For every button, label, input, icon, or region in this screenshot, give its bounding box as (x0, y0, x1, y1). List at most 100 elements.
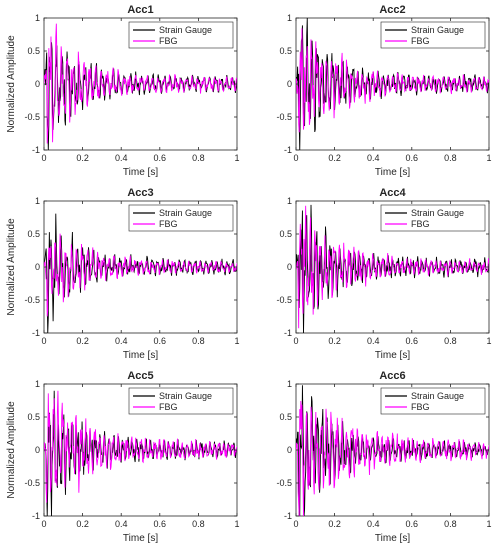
series-line-fbg (44, 233, 237, 317)
y-tick-label: -0.5 (276, 295, 292, 305)
x-tick-label: 0.4 (367, 336, 380, 346)
y-tick-label: 0.5 (27, 46, 40, 56)
x-tick-label: 1 (486, 153, 491, 163)
y-tick-label: 0.5 (27, 412, 40, 422)
x-tick-label: 0.6 (154, 336, 167, 346)
subplot-acc5: 0 0.2 0.4 0.6 0.8 1 -1 -0.5 0 0.5 1 Acc5 Time [s] Nor… (6, 370, 240, 544)
y-tick-label: 1 (35, 379, 40, 389)
x-tick-label: 0.6 (406, 336, 419, 346)
subplot-acc3: 0 0.2 0.4 0.6 0.8 1 -1 -0.5 0 0.5 1 Acc3 Time [s] Nor… (6, 187, 240, 361)
y-tick-label: -0.5 (24, 478, 40, 488)
subplot-title: Acc1 (127, 4, 153, 16)
series-line-fbg (44, 390, 237, 503)
x-tick-label: 0 (41, 153, 46, 163)
series-line-fbg (296, 28, 489, 133)
series-line-fbg (44, 23, 237, 144)
subplot-title: Acc6 (379, 370, 405, 382)
x-tick-label: 0.6 (154, 153, 167, 163)
series-line-strain-gauge (296, 385, 489, 516)
legend-label: Strain Gauge (159, 25, 212, 35)
legend-label: FBG (411, 219, 430, 229)
y-tick-label: -1 (32, 511, 40, 521)
x-tick-label: 0.2 (76, 519, 89, 529)
legend-label: Strain Gauge (159, 391, 212, 401)
x-axis-label: Time [s] (123, 167, 158, 178)
y-tick-label: 0 (287, 445, 292, 455)
x-tick-label: 0.6 (154, 519, 167, 529)
subplot-title: Acc4 (379, 187, 406, 199)
legend-label: FBG (159, 36, 178, 46)
x-tick-label: 0 (41, 336, 46, 346)
y-tick-label: -1 (32, 328, 40, 338)
legend-box (380, 204, 486, 232)
legend-label: FBG (411, 402, 430, 412)
x-tick-label: 1 (486, 336, 491, 346)
y-tick-label: -0.5 (24, 295, 40, 305)
x-tick-label: 0.4 (115, 336, 128, 346)
x-tick-label: 0 (293, 153, 298, 163)
y-tick-label: 1 (35, 196, 40, 206)
legend-label: FBG (159, 219, 178, 229)
x-axis-label: Time [s] (123, 533, 158, 544)
x-tick-label: 0.2 (328, 336, 341, 346)
x-tick-label: 0.2 (328, 153, 341, 163)
x-tick-label: 0.4 (367, 153, 380, 163)
legend-box (128, 204, 234, 232)
subplot-title: Acc2 (379, 4, 405, 16)
x-tick-label: 0.8 (192, 336, 205, 346)
x-tick-label: 0.4 (367, 519, 380, 529)
y-tick-label: 1 (287, 196, 292, 206)
x-tick-label: 0.8 (444, 336, 457, 346)
subplot-title: Acc3 (127, 187, 153, 199)
x-tick-label: 0.4 (115, 519, 128, 529)
subplot-title: Acc5 (127, 370, 153, 382)
x-tick-label: 0.4 (115, 153, 128, 163)
x-tick-label: 0 (41, 519, 46, 529)
x-axis-label: Time [s] (123, 350, 158, 361)
x-tick-label: 0.8 (444, 519, 457, 529)
x-tick-label: 0.2 (328, 519, 341, 529)
subplot-acc4: 0 0.2 0.4 0.6 0.8 1 -1 -0.5 0 0.5 1 Acc4 Time [s] Str… (276, 187, 491, 361)
y-tick-label: -0.5 (24, 112, 40, 122)
series-line-fbg (296, 205, 489, 329)
legend-box (128, 387, 234, 415)
y-tick-label: -1 (284, 328, 292, 338)
y-tick-label: 1 (287, 13, 292, 23)
x-tick-label: 0.8 (444, 153, 457, 163)
y-tick-label: -1 (284, 145, 292, 155)
x-tick-label: 0 (293, 336, 298, 346)
y-axis-label: Normalized Amplitude (6, 35, 17, 133)
subplot-acc6: 0 0.2 0.4 0.6 0.8 1 -1 -0.5 0 0.5 1 Acc6 Time [s] Str… (276, 370, 491, 544)
x-tick-label: 0.6 (406, 519, 419, 529)
x-tick-label: 1 (234, 336, 239, 346)
y-tick-label: 0 (287, 262, 292, 272)
y-tick-label: 1 (287, 379, 292, 389)
y-tick-label: 1 (35, 13, 40, 23)
x-tick-label: 0.8 (192, 153, 205, 163)
y-tick-label: 0 (35, 79, 40, 89)
legend-label: FBG (159, 402, 178, 412)
x-axis-label: Time [s] (375, 533, 410, 544)
y-tick-label: 0 (35, 262, 40, 272)
legend-label: Strain Gauge (411, 25, 464, 35)
y-tick-label: -0.5 (276, 478, 292, 488)
x-tick-label: 0.2 (76, 153, 89, 163)
y-tick-label: -0.5 (276, 112, 292, 122)
x-tick-label: 1 (486, 519, 491, 529)
subplot-acc1: 0 0.2 0.4 0.6 0.8 1 -1 -0.5 0 0.5 1 Acc1 Time [s] Nor… (6, 4, 240, 178)
x-tick-label: 0 (293, 519, 298, 529)
legend-label: Strain Gauge (411, 208, 464, 218)
legend-label: Strain Gauge (411, 391, 464, 401)
legend-label: Strain Gauge (159, 208, 212, 218)
legend-box (380, 21, 486, 49)
x-axis-label: Time [s] (375, 350, 410, 361)
series-line-fbg (296, 400, 489, 516)
y-tick-label: 0 (35, 445, 40, 455)
y-axis-label: Normalized Amplitude (6, 218, 17, 316)
x-tick-label: 1 (234, 519, 239, 529)
